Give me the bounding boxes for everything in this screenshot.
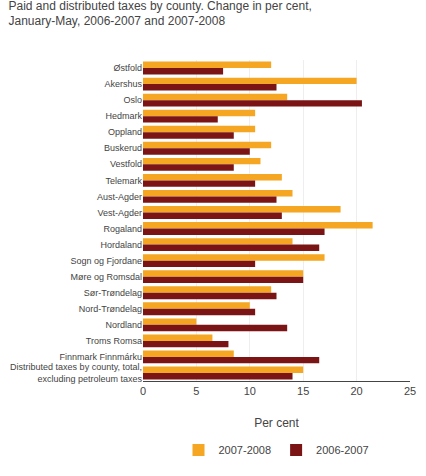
svg-text:Oppland: Oppland — [108, 127, 142, 137]
svg-text:Buskerud: Buskerud — [104, 143, 142, 153]
svg-text:Hedmark: Hedmark — [105, 111, 142, 121]
svg-text:Nordland: Nordland — [105, 320, 142, 330]
svg-text:2007-2008: 2007-2008 — [219, 444, 272, 456]
svg-text:Sør-Trøndelag: Sør-Trøndelag — [84, 288, 142, 298]
svg-text:15: 15 — [297, 385, 309, 397]
svg-text:Finnmark Finnmárku: Finnmark Finnmárku — [59, 352, 142, 362]
svg-text:0: 0 — [140, 385, 146, 397]
svg-text:Per cent: Per cent — [254, 416, 299, 430]
svg-text:Rogaland: Rogaland — [103, 224, 142, 234]
svg-text:Telemark: Telemark — [105, 176, 142, 186]
svg-text:Aust-Agder: Aust-Agder — [97, 192, 142, 202]
svg-text:Nord-Trøndelag: Nord-Trøndelag — [79, 304, 142, 314]
svg-text:Oslo: Oslo — [123, 95, 142, 105]
svg-text:Troms Romsa: Troms Romsa — [86, 336, 142, 346]
svg-text:10: 10 — [244, 385, 256, 397]
svg-text:Akershus: Akershus — [104, 79, 142, 89]
svg-text:Østfold: Østfold — [113, 63, 142, 73]
svg-text:Vest-Agder: Vest-Agder — [97, 208, 142, 218]
svg-text:25: 25 — [404, 385, 416, 397]
svg-text:Paid and distributed taxes by: Paid and distributed taxes by county. Ch… — [9, 0, 312, 28]
svg-text:Vestfold: Vestfold — [110, 159, 142, 169]
svg-text:Hordaland: Hordaland — [100, 240, 142, 250]
svg-text:Sogn og Fjordane: Sogn og Fjordane — [70, 256, 142, 266]
svg-text:20: 20 — [350, 385, 362, 397]
svg-text:Møre og Romsdal: Møre og Romsdal — [70, 272, 142, 282]
svg-text:Distributed taxes by county, t: Distributed taxes by county, total,exclu… — [10, 362, 142, 384]
svg-text:2006-2007: 2006-2007 — [316, 444, 369, 456]
svg-text:5: 5 — [193, 385, 199, 397]
